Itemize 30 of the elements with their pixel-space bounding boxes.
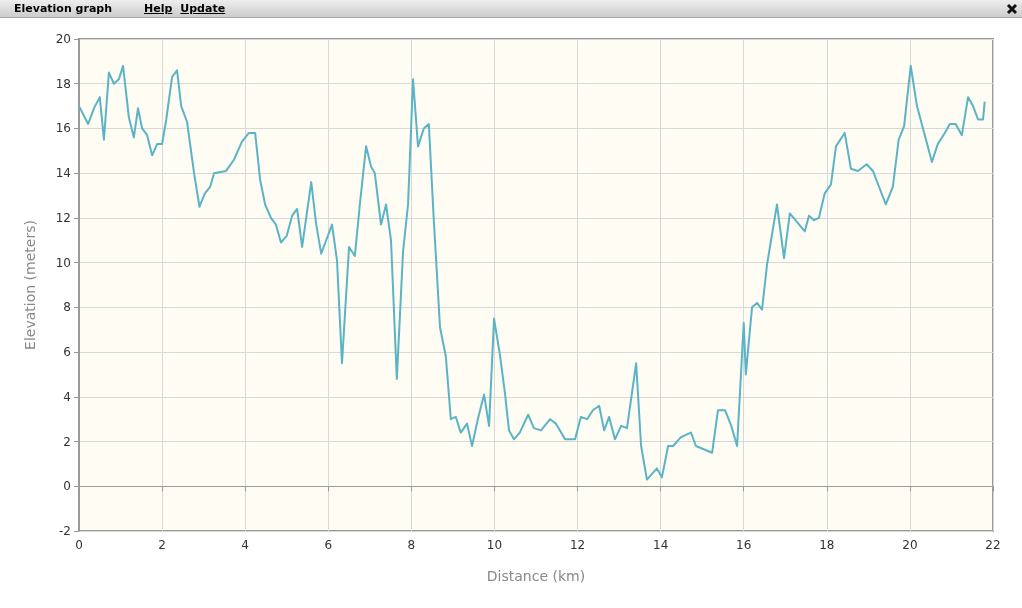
x-axis-title: Distance (km)	[486, 568, 586, 584]
y-tick-label: 4	[63, 389, 71, 404]
x-tick-label: 22	[985, 538, 1001, 552]
x-tick-label: 18	[819, 538, 835, 552]
y-tick-label: 20	[55, 32, 71, 46]
y-tick-label: 10	[55, 255, 71, 270]
y-tick-label: 18	[55, 76, 71, 91]
x-tick-label: 6	[324, 538, 333, 552]
y-axis-title: Elevation (meters)	[22, 220, 38, 350]
text: Update	[180, 2, 226, 15]
line-series	[78, 64, 986, 481]
x-tick-label: 2	[158, 538, 166, 552]
y-tick-label: 0	[63, 479, 71, 494]
x-tick-label: 12	[569, 538, 586, 552]
x-tick-label: 14	[653, 538, 669, 552]
y-tick-label: 16	[55, 121, 71, 136]
y-tick-label: 12	[55, 210, 71, 225]
x-tick-label: 10	[486, 538, 503, 552]
x-tick-label: 20	[902, 538, 918, 552]
y-tick-label: 8	[63, 300, 71, 315]
x-tick-label: 4	[241, 538, 249, 552]
x-tick-label: 8	[407, 538, 416, 552]
x-tick-label: 0	[75, 538, 83, 552]
y-tick-label: 14	[55, 166, 71, 181]
y-tick-label: -2	[59, 524, 71, 538]
chart-title: Elevation graph	[14, 2, 113, 15]
y-tick-label: 6	[63, 345, 71, 360]
x-tick-label: 16	[736, 538, 752, 552]
text: Help	[144, 2, 173, 15]
y-tick-label: 2	[63, 434, 71, 449]
